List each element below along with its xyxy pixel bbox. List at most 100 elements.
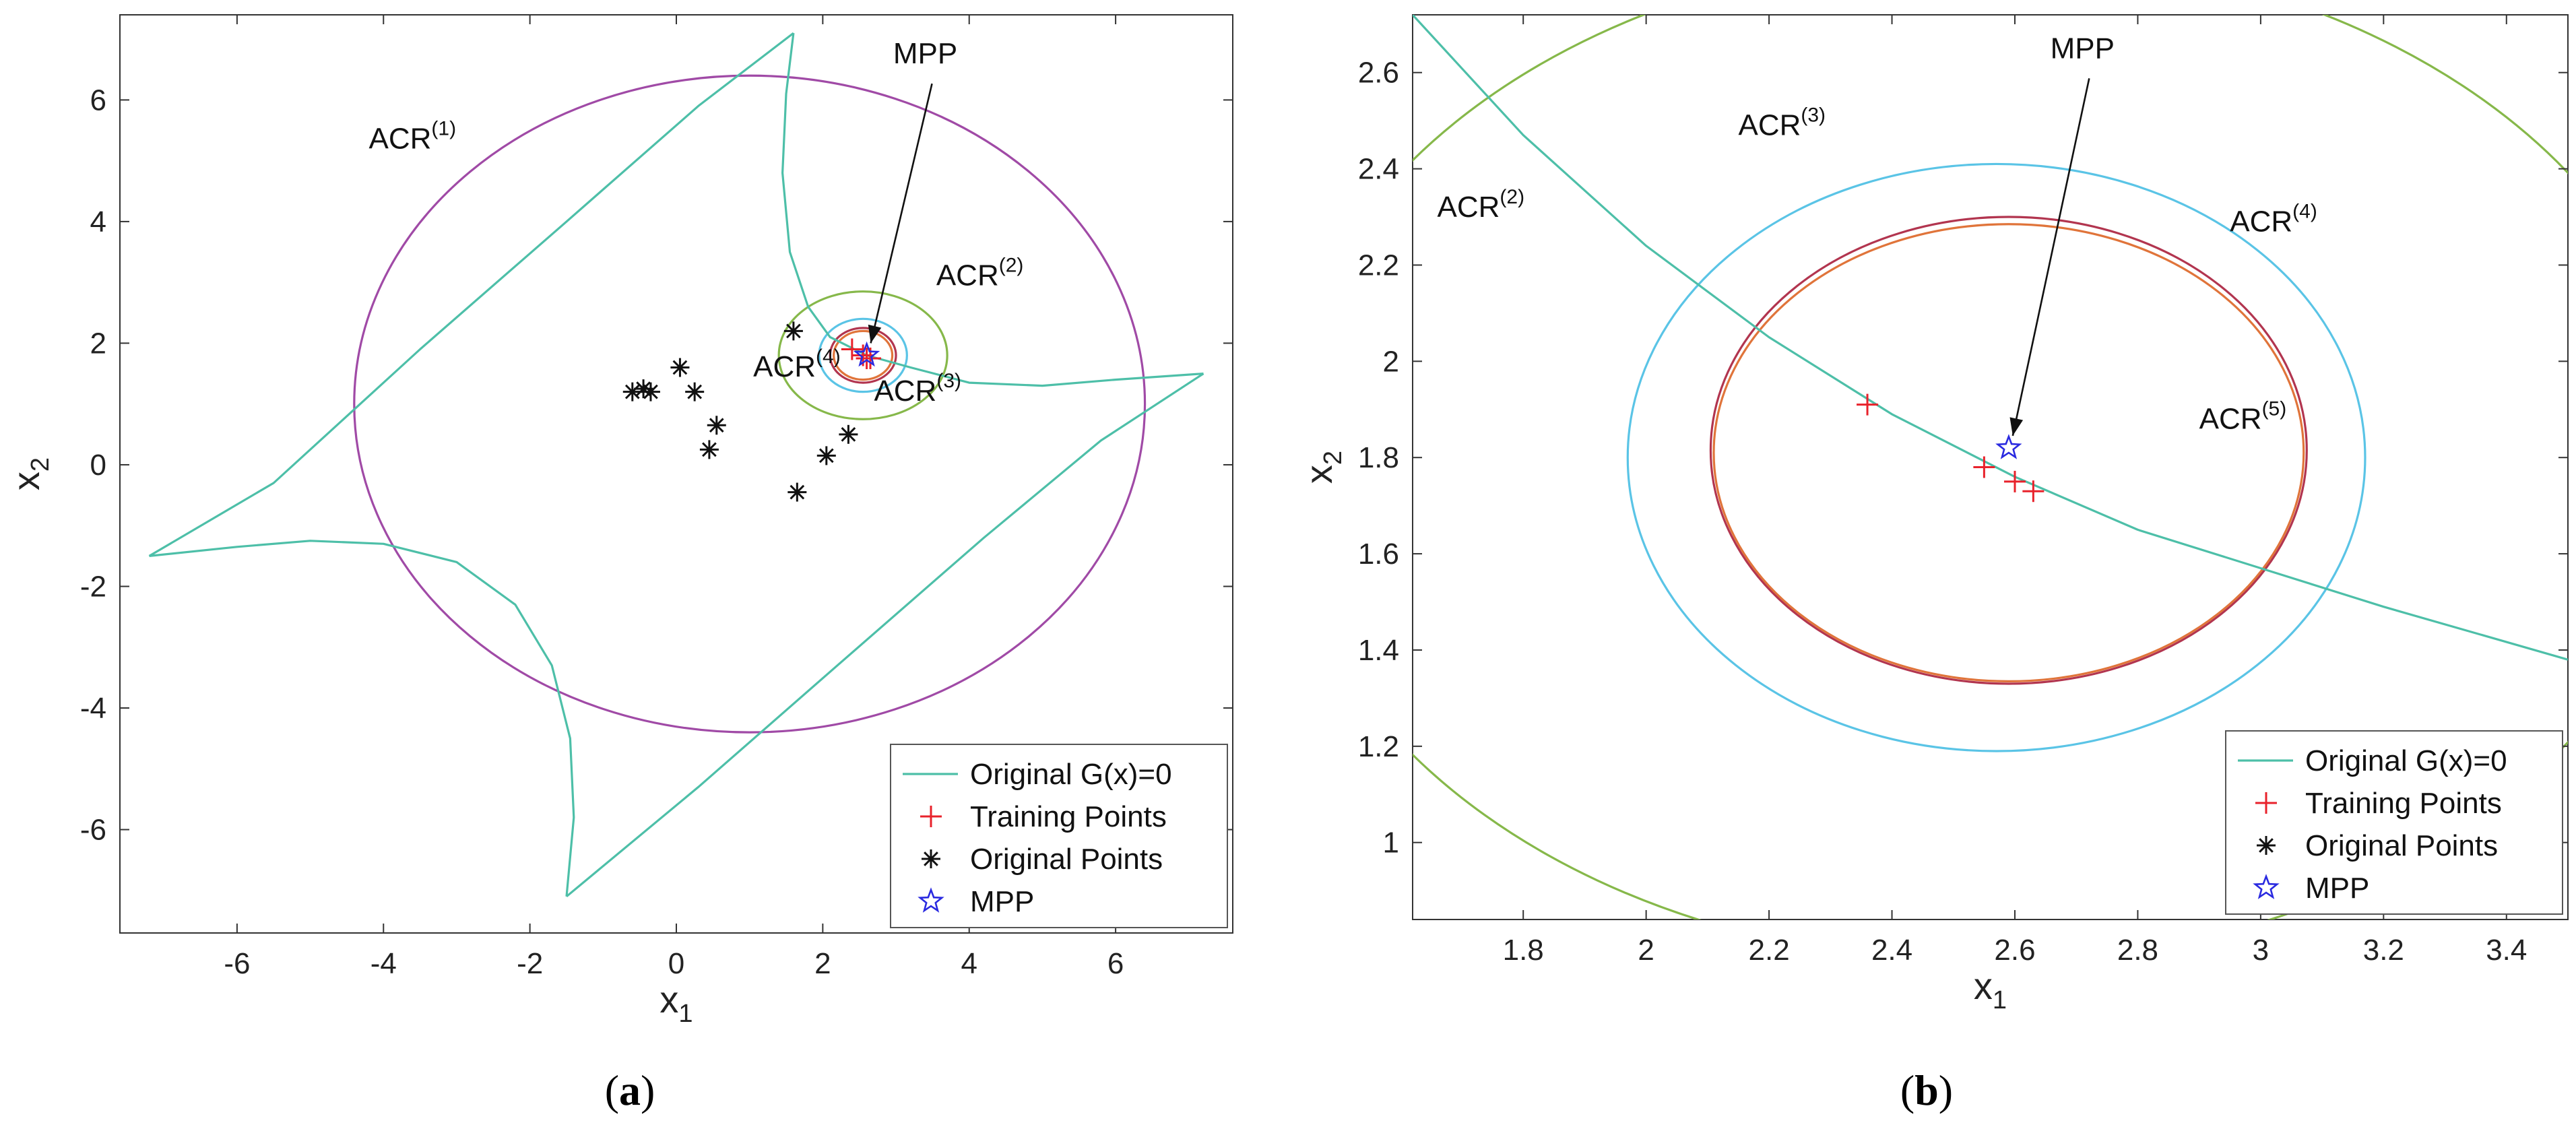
y-axis-label-base: x bbox=[5, 472, 47, 490]
legend-entry-label: Training Points bbox=[970, 800, 1167, 833]
mpp-marker bbox=[853, 341, 880, 367]
y-tick-label: 0 bbox=[90, 449, 106, 482]
y-tick-label: 1.6 bbox=[1358, 538, 1399, 571]
limit-state-curve bbox=[148, 32, 794, 557]
legend-symbol-mpp bbox=[2253, 874, 2280, 899]
plot-content bbox=[1413, 15, 2568, 920]
limit-state-curve bbox=[565, 373, 1204, 898]
legend-entry-label: Original G(x)=0 bbox=[2305, 744, 2507, 777]
y-tick-label: 1.4 bbox=[1358, 634, 1399, 667]
y-axis-label: x2 bbox=[5, 457, 55, 490]
x-tick-label: 3.2 bbox=[2363, 934, 2404, 967]
y-axis-label-sub: 2 bbox=[26, 457, 55, 472]
acr-label-sup: (2) bbox=[999, 255, 1024, 277]
legend-entry-label: Training Points bbox=[2305, 787, 2502, 820]
acr-contour-3 bbox=[818, 317, 908, 393]
y-axis-label-base: x bbox=[1297, 465, 1340, 484]
acr-contour-5 bbox=[833, 329, 894, 381]
limit-state-curve bbox=[1413, 15, 2568, 661]
acr-label-sup: (1) bbox=[431, 118, 456, 140]
original-point-stroke bbox=[672, 360, 688, 375]
acr-label-base: ACR bbox=[369, 123, 432, 156]
x-tick-label: 0 bbox=[668, 947, 684, 980]
acr-label-4: ACR(4) bbox=[2230, 200, 2317, 238]
original-point bbox=[783, 321, 803, 341]
y-tick-label: 2 bbox=[1383, 345, 1399, 378]
acr-label-sup: (5) bbox=[2262, 397, 2287, 420]
x-axis-label: x1 bbox=[1974, 965, 2007, 1014]
original-point bbox=[670, 358, 690, 377]
acr-label-3: ACR(3) bbox=[874, 370, 961, 408]
mpp-arrow-line bbox=[870, 83, 933, 344]
legend-symbol-stroke bbox=[2259, 838, 2274, 853]
x-tick-label: 3 bbox=[2253, 934, 2269, 967]
x-tick-label: 2.4 bbox=[1871, 934, 1912, 967]
legend-entry-label: MPP bbox=[970, 885, 1034, 918]
limit-state-curve bbox=[781, 32, 1204, 387]
y-tick-label: 2 bbox=[90, 327, 106, 360]
acr-label-4: ACR(4) bbox=[753, 346, 841, 383]
training-point bbox=[1973, 456, 1995, 478]
x-tick-label: -6 bbox=[224, 947, 250, 980]
mpp-annotation-label: MPP bbox=[893, 37, 957, 70]
acr-label-sup: (3) bbox=[936, 370, 961, 392]
original-point bbox=[634, 379, 653, 399]
legend-symbol-stroke bbox=[924, 851, 938, 866]
training-point bbox=[841, 338, 863, 360]
original-point bbox=[685, 382, 705, 401]
y-axis-label-sub: 2 bbox=[1319, 451, 1347, 465]
limit-state-curve bbox=[149, 540, 575, 897]
acr-contour-2 bbox=[777, 290, 948, 420]
acr-label-2: ACR(2) bbox=[1437, 186, 1524, 224]
x-axis-label: x1 bbox=[659, 978, 693, 1028]
mpp-arrow-line bbox=[2011, 78, 2090, 437]
original-point-stroke bbox=[790, 484, 805, 500]
original-point-stroke bbox=[841, 426, 856, 442]
acr-label-base: ACR bbox=[753, 350, 816, 383]
y-tick-label: 1 bbox=[1383, 827, 1399, 860]
legend-symbol-mpp bbox=[917, 887, 944, 913]
acr-label-1: ACR(1) bbox=[369, 118, 457, 156]
mpp-marker bbox=[1995, 434, 2022, 459]
y-tick-label: -4 bbox=[80, 692, 106, 725]
mpp-arrow-head bbox=[2009, 417, 2024, 436]
original-point-stroke bbox=[643, 384, 658, 399]
original-point bbox=[699, 440, 719, 459]
panel-label-b: (b) bbox=[1900, 1066, 1953, 1114]
x-tick-label: 6 bbox=[1107, 947, 1124, 980]
x-axis-label-sub: 1 bbox=[1993, 986, 2007, 1014]
mpp-arrow-head bbox=[868, 324, 882, 344]
x-axis-label-base: x bbox=[1974, 965, 1993, 1007]
acr-contour-1 bbox=[353, 74, 1147, 734]
original-point bbox=[839, 424, 858, 444]
acr-contour-4 bbox=[1709, 216, 2308, 685]
x-tick-label: 2 bbox=[1638, 934, 1654, 967]
y-tick-label: 2.2 bbox=[1358, 249, 1399, 282]
legend-entry-label: MPP bbox=[2305, 872, 2369, 905]
original-point-stroke bbox=[624, 384, 640, 399]
acr-contour-4 bbox=[829, 327, 897, 384]
panel-label-a: (a) bbox=[605, 1066, 655, 1114]
acr-contour-3 bbox=[1626, 162, 2366, 752]
acr-label-5: ACR(5) bbox=[2199, 397, 2287, 435]
legend-symbol-original bbox=[922, 849, 940, 868]
acr-label-base: ACR bbox=[2199, 402, 2262, 435]
y-tick-label: 2.6 bbox=[1358, 57, 1399, 90]
acr-label-sup: (4) bbox=[816, 346, 841, 368]
x-tick-label: 1.8 bbox=[1503, 934, 1544, 967]
x-tick-label: 4 bbox=[961, 947, 977, 980]
legend: Original G(x)=0 Training Points Original P… bbox=[890, 744, 1228, 928]
y-axis-label: x2 bbox=[1297, 451, 1347, 484]
y-tick-label: 1.8 bbox=[1358, 441, 1399, 474]
original-point bbox=[622, 382, 642, 401]
y-tick-label: -2 bbox=[80, 570, 106, 603]
y-tick-label: 1.2 bbox=[1358, 730, 1399, 763]
x-tick-label: 2.8 bbox=[2117, 934, 2158, 967]
acr-label-sup: (2) bbox=[1500, 186, 1524, 208]
x-axis-label-sub: 1 bbox=[678, 1000, 693, 1028]
x-tick-label: -2 bbox=[517, 947, 543, 980]
original-point-stroke bbox=[702, 442, 717, 457]
legend: Original G(x)=0 Training Points Original P… bbox=[2225, 730, 2563, 915]
